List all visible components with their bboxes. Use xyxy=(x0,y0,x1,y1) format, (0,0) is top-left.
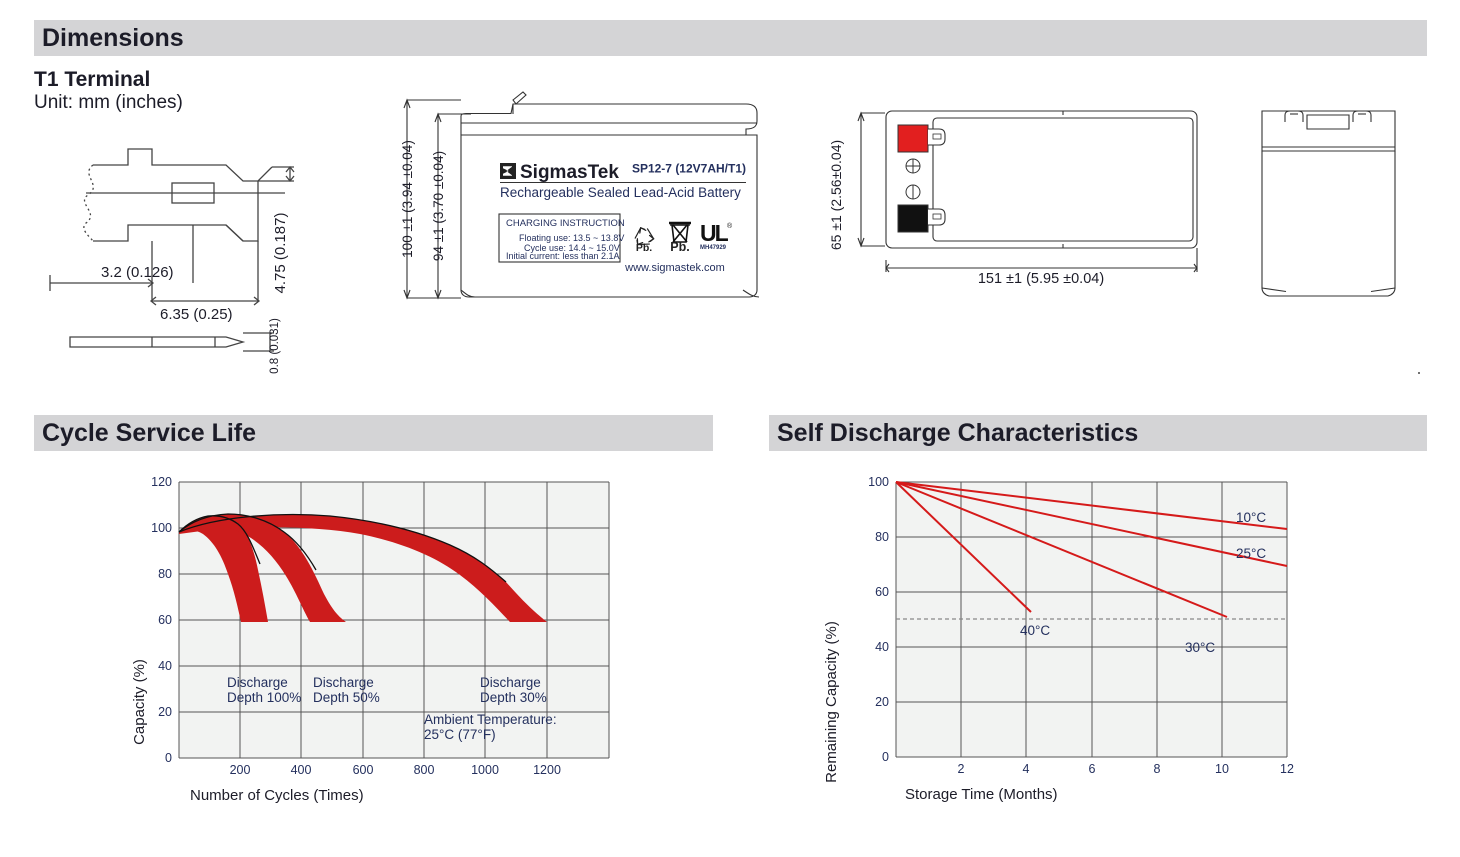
svg-text:Depth 50%: Depth 50% xyxy=(313,690,380,705)
svg-text:20: 20 xyxy=(875,695,889,709)
svg-text:3.2 (0.126): 3.2 (0.126) xyxy=(101,264,174,281)
svg-text:800: 800 xyxy=(414,763,435,777)
svg-text:65 ±1 (2.56±0.04): 65 ±1 (2.56±0.04) xyxy=(828,140,844,250)
svg-text:SP12-7 (12V7AH/T1): SP12-7 (12V7AH/T1) xyxy=(632,162,746,176)
svg-text:40: 40 xyxy=(875,640,889,654)
svg-text:120: 120 xyxy=(151,475,172,489)
svg-text:CHARGING INSTRUCTION: CHARGING INSTRUCTION xyxy=(506,218,625,229)
svg-text:SigmasTek: SigmasTek xyxy=(520,162,619,183)
svg-text:Depth 30%: Depth 30% xyxy=(480,690,547,705)
svg-text:0.8 (0.031): 0.8 (0.031) xyxy=(269,318,281,374)
svg-text:40: 40 xyxy=(158,659,172,673)
svg-text:94 ±1 (3.70 ±0.04): 94 ±1 (3.70 ±0.04) xyxy=(431,151,446,261)
svg-text:100: 100 xyxy=(151,521,172,535)
svg-text:4: 4 xyxy=(1023,762,1030,776)
svg-text:25°C (77°F): 25°C (77°F) xyxy=(424,727,496,742)
svg-text:10: 10 xyxy=(1215,762,1229,776)
svg-text:200: 200 xyxy=(230,763,251,777)
svg-text:Initial current: less than 2.1: Initial current: less than 2.1A xyxy=(506,251,620,261)
svg-text:Pb.: Pb. xyxy=(636,242,652,254)
svg-text:0: 0 xyxy=(165,751,172,765)
svg-text:Ambient Temperature:: Ambient Temperature: xyxy=(424,712,557,727)
svg-text:25°C: 25°C xyxy=(1236,546,1266,561)
svg-text:40°C: 40°C xyxy=(1020,623,1050,638)
svg-text:®: ® xyxy=(727,222,733,230)
svg-text:6: 6 xyxy=(1089,762,1096,776)
svg-text:Number of Cycles (Times): Number of Cycles (Times) xyxy=(190,787,364,804)
svg-text:8: 8 xyxy=(1154,762,1161,776)
svg-text:Discharge: Discharge xyxy=(480,675,541,690)
svg-text:Remaining Capacity (%): Remaining Capacity (%) xyxy=(823,621,840,783)
svg-text:Rechargeable Sealed Lead-Acid: Rechargeable Sealed Lead-Acid Battery xyxy=(500,185,741,200)
svg-text:100 ±1 (3.94 ±0.04): 100 ±1 (3.94 ±0.04) xyxy=(400,140,415,258)
svg-text:1000: 1000 xyxy=(471,763,499,777)
svg-text:10°C: 10°C xyxy=(1236,510,1266,525)
svg-text:151 ±1 (5.95 ±0.04): 151 ±1 (5.95 ±0.04) xyxy=(978,271,1104,287)
svg-text:600: 600 xyxy=(353,763,374,777)
svg-text:Storage Time (Months): Storage Time (Months) xyxy=(905,786,1058,803)
svg-text:1200: 1200 xyxy=(533,763,561,777)
svg-text:60: 60 xyxy=(875,585,889,599)
svg-text:12: 12 xyxy=(1280,762,1294,776)
svg-text:Capacity (%): Capacity (%) xyxy=(131,659,148,745)
svg-text:MH47929: MH47929 xyxy=(700,245,727,251)
svg-text:Discharge: Discharge xyxy=(227,675,288,690)
svg-text:30°C: 30°C xyxy=(1185,640,1215,655)
svg-text:4.75 (0.187): 4.75 (0.187) xyxy=(272,213,289,294)
svg-text:UL: UL xyxy=(700,220,729,246)
svg-text:2: 2 xyxy=(958,762,965,776)
svg-text:400: 400 xyxy=(291,763,312,777)
svg-text:www.sigmastek.com: www.sigmastek.com xyxy=(624,262,725,274)
svg-text:80: 80 xyxy=(158,567,172,581)
svg-text:0: 0 xyxy=(882,750,889,764)
svg-text:Floating use: 13.5 ~ 13.8V: Floating use: 13.5 ~ 13.8V xyxy=(519,233,624,243)
svg-text:60: 60 xyxy=(158,613,172,627)
svg-text:Discharge: Discharge xyxy=(313,675,374,690)
svg-text:20: 20 xyxy=(158,705,172,719)
svg-text:6.35 (0.25): 6.35 (0.25) xyxy=(160,306,233,323)
svg-text:Depth 100%: Depth 100% xyxy=(227,690,301,705)
svg-text:80: 80 xyxy=(875,530,889,544)
svg-text:Pb.: Pb. xyxy=(670,240,689,254)
svg-text:100: 100 xyxy=(868,475,889,489)
